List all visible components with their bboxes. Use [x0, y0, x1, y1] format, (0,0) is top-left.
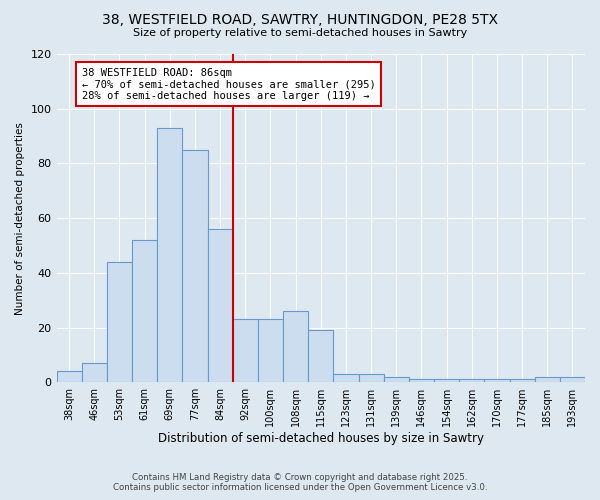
Bar: [132, 240, 157, 382]
Bar: [56, 372, 82, 382]
X-axis label: Distribution of semi-detached houses by size in Sawtry: Distribution of semi-detached houses by …: [158, 432, 484, 445]
Bar: [258, 320, 283, 382]
Bar: [459, 380, 484, 382]
Bar: [560, 376, 585, 382]
Bar: [334, 374, 359, 382]
Bar: [509, 380, 535, 382]
Bar: [157, 128, 182, 382]
Text: 38 WESTFIELD ROAD: 86sqm
← 70% of semi-detached houses are smaller (295)
28% of : 38 WESTFIELD ROAD: 86sqm ← 70% of semi-d…: [82, 68, 376, 101]
Bar: [107, 262, 132, 382]
Bar: [383, 376, 409, 382]
Bar: [82, 363, 107, 382]
Bar: [484, 380, 509, 382]
Bar: [359, 374, 383, 382]
Bar: [208, 229, 233, 382]
Bar: [283, 311, 308, 382]
Bar: [434, 380, 459, 382]
Bar: [308, 330, 334, 382]
Bar: [182, 150, 208, 382]
Y-axis label: Number of semi-detached properties: Number of semi-detached properties: [15, 122, 25, 314]
Text: Size of property relative to semi-detached houses in Sawtry: Size of property relative to semi-detach…: [133, 28, 467, 38]
Bar: [409, 380, 434, 382]
Bar: [535, 376, 560, 382]
Bar: [233, 320, 258, 382]
Text: Contains HM Land Registry data © Crown copyright and database right 2025.
Contai: Contains HM Land Registry data © Crown c…: [113, 473, 487, 492]
Text: 38, WESTFIELD ROAD, SAWTRY, HUNTINGDON, PE28 5TX: 38, WESTFIELD ROAD, SAWTRY, HUNTINGDON, …: [102, 12, 498, 26]
